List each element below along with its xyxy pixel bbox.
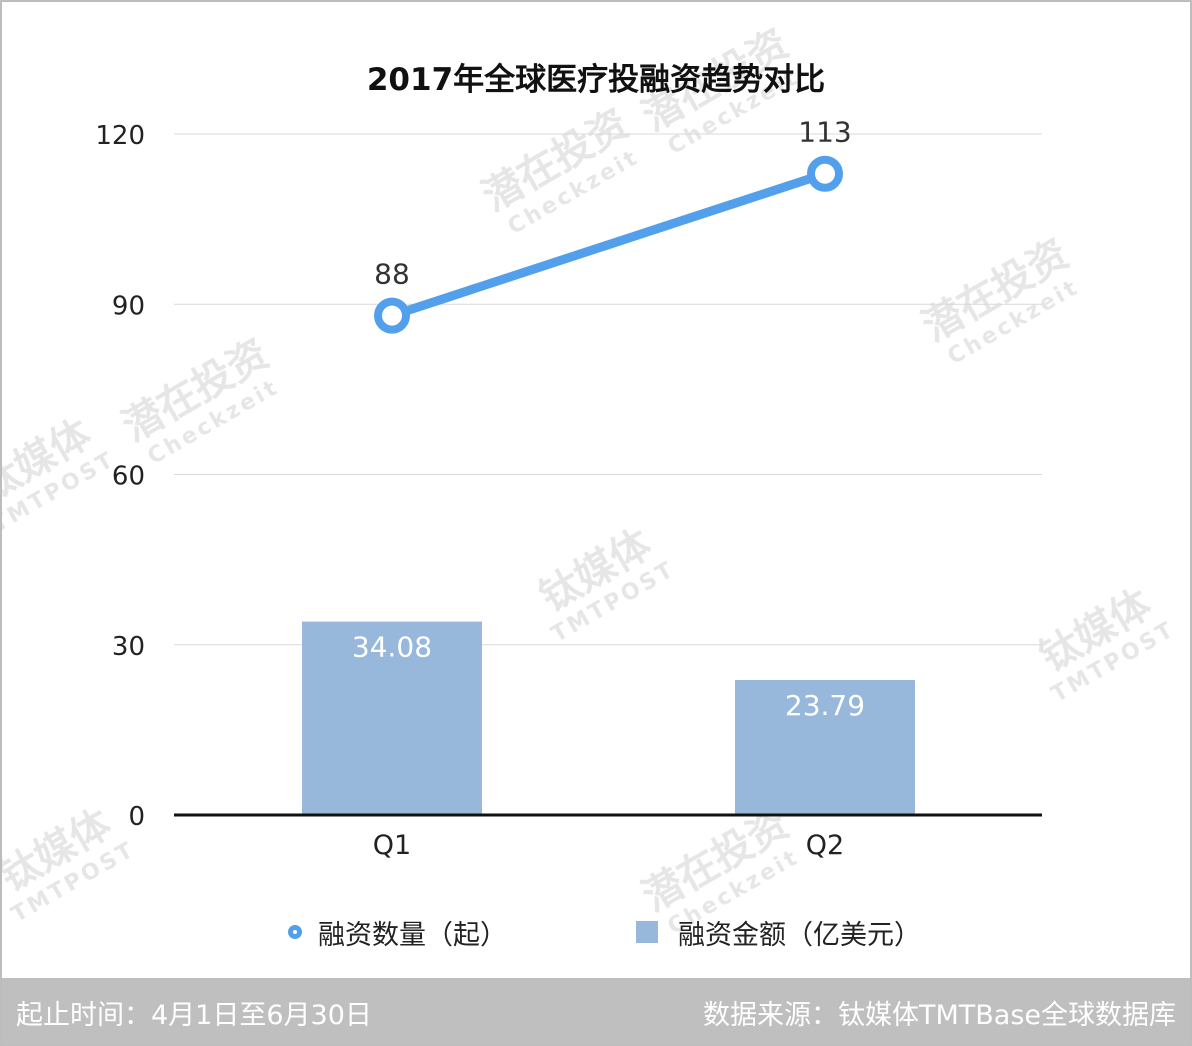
series-line xyxy=(387,169,830,321)
legend-item-amount[interactable]: 融资金额（亿美元） xyxy=(636,912,921,952)
y-tick-label: 30 xyxy=(112,632,145,662)
legend-label-count: 融资数量（起） xyxy=(318,919,507,951)
y-tick-label: 0 xyxy=(128,802,145,832)
bar xyxy=(735,679,915,815)
watermark-layer: 潜在投资Checkzeit钛媒体TMTPOST潜在投资Checkzeit钛媒体T… xyxy=(2,21,1180,940)
bar-value-label: 23.79 xyxy=(785,689,865,722)
legend-square-icon xyxy=(636,921,658,943)
line-value-label: 113 xyxy=(798,116,851,149)
footer-period: 起止时间：4月1日至6月30日 xyxy=(16,1000,372,1031)
y-tick-label: 60 xyxy=(112,462,145,492)
y-tick-label: 120 xyxy=(95,121,145,151)
footer-source: 数据来源：钛媒体TMTBase全球数据库 xyxy=(702,1000,1176,1031)
line-point xyxy=(807,155,843,192)
legend-label-amount: 融资金额（亿美元） xyxy=(678,919,921,951)
chart-title: 2017年全球医疗投融资趋势对比 xyxy=(366,62,826,98)
x-tick-label: Q1 xyxy=(373,830,411,861)
footer-bar: 起止时间：4月1日至6月30日 数据来源：钛媒体TMTBase全球数据库 xyxy=(2,978,1190,1044)
legend: 融资数量（起） 融资金额（亿美元） xyxy=(2,912,1190,952)
legend-item-count[interactable]: 融资数量（起） xyxy=(288,912,507,952)
bar xyxy=(302,621,482,815)
y-tick-label: 90 xyxy=(112,291,145,321)
line-value-label: 88 xyxy=(374,258,410,291)
bar-value-label: 34.08 xyxy=(352,631,432,664)
line-point xyxy=(374,297,410,334)
x-tick-label: Q2 xyxy=(806,830,844,861)
legend-circle-icon xyxy=(288,925,302,939)
